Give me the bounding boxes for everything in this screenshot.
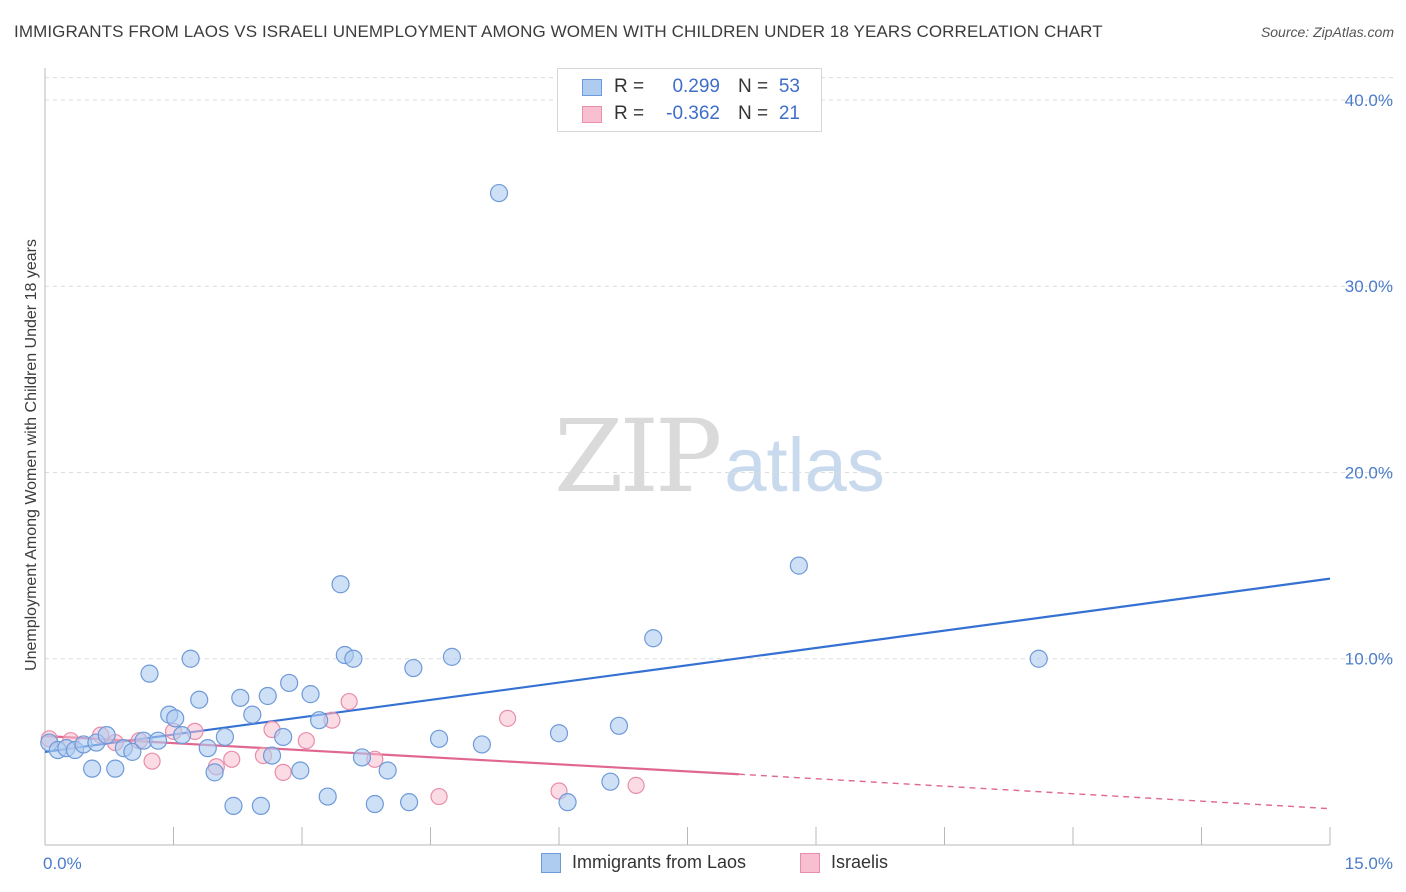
data-point-laos (344, 649, 363, 668)
trend-line-laos (44, 577, 1331, 753)
data-point-laos (83, 759, 102, 778)
y-tick-label: 30.0% (1345, 277, 1393, 296)
data-point-laos (549, 724, 569, 743)
data-point-laos (243, 705, 262, 724)
data-point-laos (280, 673, 299, 693)
trend-extension-israelis (738, 773, 1331, 810)
series-legend-laos: Immigrants from Laos (541, 852, 746, 873)
data-point-laos (166, 709, 185, 728)
data-point-laos (181, 649, 200, 668)
data-point-laos (258, 686, 277, 706)
correlation-legend: R = 0.299 N = 53 R = -0.362 N = 21 (557, 68, 822, 132)
legend-row-israelis: R = -0.362 N = 21 (582, 102, 800, 126)
data-point-laos (399, 793, 419, 812)
data-point-laos (442, 647, 462, 666)
source-label: Source: ZipAtlas.com (1260, 24, 1394, 40)
data-point-laos (148, 731, 168, 750)
y-tick-label: 20.0% (1345, 463, 1393, 482)
data-point-laos (123, 742, 142, 761)
legend-n-value: 21 (778, 103, 800, 124)
legend-r-label: R = (614, 76, 645, 97)
data-point-laos (198, 739, 217, 758)
data-point-israelis (274, 763, 292, 781)
data-point-israelis (223, 750, 241, 768)
data-point-israelis (499, 709, 517, 727)
axes (44, 68, 1331, 846)
data-point-laos (644, 629, 663, 648)
legend-swatch-laos (582, 78, 602, 96)
chart-title: IMMIGRANTS FROM LAOS VS ISRAELI UNEMPLOY… (14, 22, 1103, 41)
data-point-laos (404, 658, 423, 678)
data-point-laos (251, 796, 270, 815)
data-point-laos (172, 726, 192, 745)
watermark-zip: ZIP (554, 398, 722, 515)
data-point-laos (215, 727, 234, 747)
legend-n-value: 53 (778, 76, 800, 97)
series-label-laos: Immigrants from Laos (572, 852, 747, 872)
data-point-laos (789, 556, 808, 575)
data-point-laos (378, 761, 397, 780)
data-point-laos (231, 688, 250, 707)
data-point-laos (318, 787, 337, 806)
data-point-laos (429, 729, 449, 748)
data-point-laos (472, 735, 491, 754)
grid (45, 77, 1395, 660)
y-tick-labels: 10.0% 20.0% 30.0% 40.0% (1345, 91, 1393, 669)
y-axis-title: Unemployment Among Women with Children U… (23, 239, 40, 671)
legend-r-value: 0.299 (672, 76, 720, 97)
data-point-laos (262, 746, 282, 765)
x-tick-label: 15.0% (1345, 854, 1393, 873)
legend-row-laos: R = 0.299 N = 53 (582, 75, 800, 99)
data-point-laos (352, 748, 372, 767)
series-swatch-laos (541, 852, 561, 873)
data-point-israelis (430, 787, 448, 806)
data-point-laos (609, 716, 629, 735)
legend-r-value: -0.362 (666, 103, 720, 124)
data-point-laos (97, 726, 116, 745)
data-point-laos (310, 711, 329, 730)
y-tick-label: 10.0% (1345, 650, 1393, 669)
data-point-laos (224, 796, 243, 815)
y-tick-label: 40.0% (1345, 91, 1393, 110)
data-point-laos (140, 664, 159, 683)
legend-r-label: R = (614, 103, 645, 124)
legend-n-label: N = (738, 76, 769, 97)
data-points (40, 183, 1048, 815)
x-tick-labels: 0.0% 15.0% (43, 854, 1393, 873)
series-swatch-israelis (800, 852, 820, 873)
data-point-laos (274, 727, 293, 747)
x-tick-label: 0.0% (43, 854, 82, 873)
data-point-israelis (143, 752, 161, 770)
data-point-laos (1029, 649, 1048, 668)
data-point-laos (365, 794, 384, 814)
data-point-laos (291, 761, 310, 780)
data-point-laos (558, 793, 577, 812)
data-point-laos (601, 772, 620, 791)
data-point-laos (489, 183, 509, 203)
data-point-israelis (297, 732, 315, 750)
data-point-laos (190, 690, 209, 709)
watermark-atlas: atlas (724, 423, 885, 508)
data-point-israelis (627, 776, 645, 794)
data-point-israelis (340, 692, 358, 711)
legend-n-label: N = (738, 103, 769, 124)
series-label-israelis: Israelis (831, 852, 889, 872)
data-point-laos (106, 759, 125, 778)
series-legend: Immigrants from Laos Israelis (0, 852, 1406, 878)
data-point-laos (331, 575, 350, 594)
series-legend-israelis: Israelis (800, 852, 888, 873)
legend-swatch-israelis (582, 105, 602, 123)
watermark: ZIPatlas (554, 398, 885, 515)
data-point-laos (205, 763, 224, 782)
data-point-laos (301, 685, 320, 704)
